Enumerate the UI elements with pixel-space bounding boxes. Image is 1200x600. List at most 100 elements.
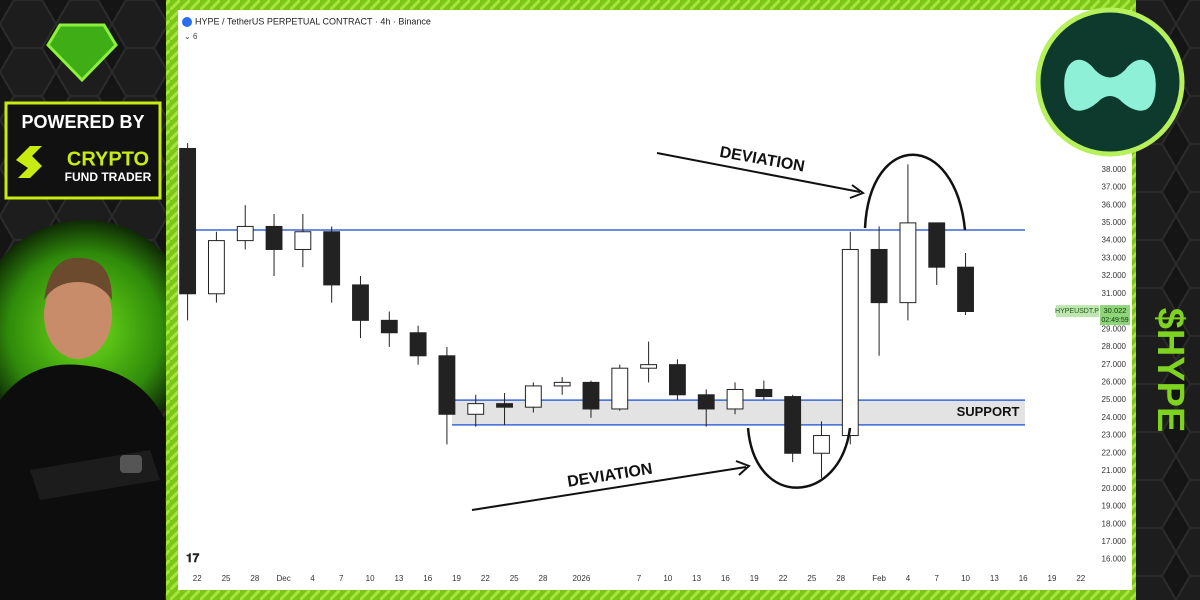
y-tick-label: 21.000 <box>1102 466 1127 475</box>
y-tick-label: 26.000 <box>1102 377 1127 386</box>
candle-body <box>726 388 744 410</box>
candle-body <box>524 385 542 408</box>
x-tick-label: 25 <box>222 574 231 583</box>
candle-body <box>784 396 802 454</box>
candle-body <box>957 266 974 312</box>
powered-by: POWERED BY <box>21 112 144 132</box>
y-tick-label: 29.000 <box>1102 324 1127 333</box>
candle-body <box>755 388 773 398</box>
x-tick-label: 19 <box>750 574 759 583</box>
exchange-icon <box>182 17 192 27</box>
deviation-arc <box>746 427 852 489</box>
x-tick-label: 13 <box>990 574 999 583</box>
x-tick-label: 10 <box>366 574 375 583</box>
arrowhead <box>735 460 751 476</box>
candle-body <box>697 394 715 410</box>
coin-glyph <box>1064 59 1156 111</box>
brand-icon <box>16 146 42 178</box>
x-tick-label: 28 <box>250 574 259 583</box>
candle-body <box>467 403 485 415</box>
x-tick-label: 16 <box>721 574 730 583</box>
x-tick-label: 22 <box>1076 574 1085 583</box>
price-tag-bg <box>1056 305 1099 318</box>
y-tick-label: 19.000 <box>1102 502 1127 511</box>
arrow <box>471 466 747 511</box>
y-tick-label: 25.000 <box>1102 395 1127 404</box>
y-tick-label: 20.000 <box>1102 484 1127 493</box>
x-tick-label: Feb <box>872 574 886 583</box>
brand-line: CRYPTO <box>67 148 149 170</box>
x-tick-label: 25 <box>807 574 816 583</box>
x-tick-label: 22 <box>779 574 788 583</box>
candle-body <box>668 364 686 396</box>
x-tick-label: 19 <box>452 574 461 583</box>
candle-body <box>640 364 658 369</box>
x-tick-label: 7 <box>935 574 940 583</box>
candle-body <box>409 332 427 357</box>
y-tick-label: 38.000 <box>1102 165 1127 174</box>
y-tick-label: 28.000 <box>1102 342 1127 351</box>
x-tick-label: 13 <box>394 574 403 583</box>
candle-body <box>841 248 859 437</box>
x-tick-label: 4 <box>310 574 315 583</box>
x-tick-label: 10 <box>663 574 672 583</box>
watch <box>120 455 142 473</box>
y-tick-label: 18.000 <box>1102 519 1127 528</box>
arrow <box>656 152 861 193</box>
chevron: ⌄ <box>184 32 191 41</box>
person-hair <box>44 257 112 300</box>
price-tag-symbol: HYPEUSDT.P <box>1055 308 1099 315</box>
y-tick-label: 32.000 <box>1102 271 1127 280</box>
x-tick-label: 7 <box>339 574 344 583</box>
x-tick-label: 16 <box>423 574 432 583</box>
brand-line: FUND TRADER <box>65 170 152 184</box>
y-tick-label: 31.000 <box>1102 289 1127 298</box>
candle-body <box>870 248 888 304</box>
candle-body <box>207 240 225 295</box>
x-tick-label: 28 <box>539 574 548 583</box>
candle-body <box>928 222 946 268</box>
candle-body <box>438 355 456 415</box>
x-tick-label: 13 <box>692 574 701 583</box>
y-tick-label: 27.000 <box>1102 360 1127 369</box>
candle-body <box>352 284 369 321</box>
candle-body <box>611 367 629 410</box>
candle-body <box>294 231 312 250</box>
arrowhead <box>849 184 866 199</box>
y-tick-label: 35.000 <box>1102 218 1127 227</box>
ticker: $HYPE <box>1149 308 1191 433</box>
x-tick-label: 22 <box>193 574 202 583</box>
person-head <box>44 271 112 359</box>
x-tick-label: 7 <box>637 574 642 583</box>
candle-body <box>236 225 254 242</box>
x-tick-label: Dec <box>277 574 291 583</box>
x-tick-label: 25 <box>510 574 519 583</box>
y-tick-label: 22.000 <box>1102 448 1127 457</box>
candle-body <box>179 147 197 295</box>
x-tick-label: 4 <box>906 574 911 583</box>
x-tick-label: 10 <box>961 574 970 583</box>
x-tick-label: 19 <box>1048 574 1057 583</box>
x-tick-label: 16 <box>1019 574 1028 583</box>
candle-body <box>899 222 917 304</box>
y-tick-label: 37.000 <box>1102 183 1127 192</box>
price-tag-countdown: 02:49:59 <box>1101 317 1128 324</box>
x-tick-label: 28 <box>836 574 845 583</box>
candle-body <box>582 381 600 410</box>
y-tick-label: 24.000 <box>1102 413 1127 422</box>
x-tick-label: 22 <box>481 574 490 583</box>
deviation-arc <box>863 153 967 231</box>
price-tag <box>1100 305 1130 326</box>
y-tick-label: 23.000 <box>1102 431 1127 440</box>
y-tick-label: 33.000 <box>1102 253 1127 262</box>
chart-panel <box>178 10 1132 590</box>
x-tick-label: 2026 <box>572 574 590 583</box>
candle-body <box>323 231 341 286</box>
plot: SUPPORT 16.000 17.000 18.000 19.000 20.000 21.… <box>179 143 1130 583</box>
logo-gem <box>46 23 118 83</box>
indicator-count[interactable]: 6 <box>193 32 198 41</box>
y-tick-label: 16.000 <box>1102 555 1127 564</box>
candle-body <box>813 435 830 454</box>
y-tick-label: 36.000 <box>1102 200 1127 209</box>
